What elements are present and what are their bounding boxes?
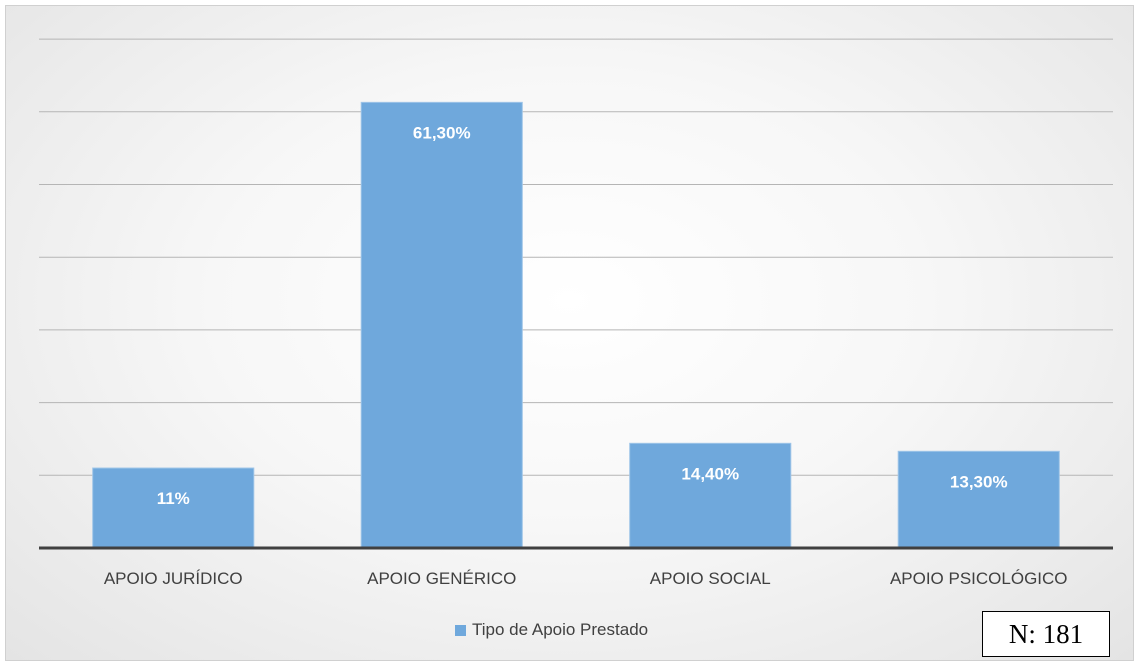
- data-label: 61,30%: [413, 123, 471, 142]
- bar: [629, 442, 792, 549]
- bar-chart: 11% APOIO JURÍDICO 61,30% APOIO GENÉRICO 14,…: [39, 38, 1113, 588]
- data-label: 14,40%: [681, 464, 739, 483]
- data-label: 11%: [157, 489, 190, 508]
- bar: [360, 101, 523, 549]
- legend-swatch: [455, 624, 466, 636]
- legend: Tipo de Apoio Prestado: [455, 620, 648, 640]
- sample-size-text: N: 181: [1008, 618, 1084, 649]
- category-label: APOIO SOCIAL: [650, 569, 771, 588]
- category-label: APOIO GENÉRICO: [367, 569, 516, 588]
- sample-size-annotation: N: 181: [982, 611, 1110, 657]
- category-label: APOIO PSICOLÓGICO: [890, 569, 1068, 588]
- bar: [897, 450, 1060, 549]
- legend-label: Tipo de Apoio Prestado: [472, 620, 649, 639]
- data-label: 13,30%: [950, 472, 1008, 491]
- chart-frame: 11% APOIO JURÍDICO 61,30% APOIO GENÉRICO 14,…: [5, 5, 1134, 661]
- category-label: APOIO JURÍDICO: [104, 569, 243, 588]
